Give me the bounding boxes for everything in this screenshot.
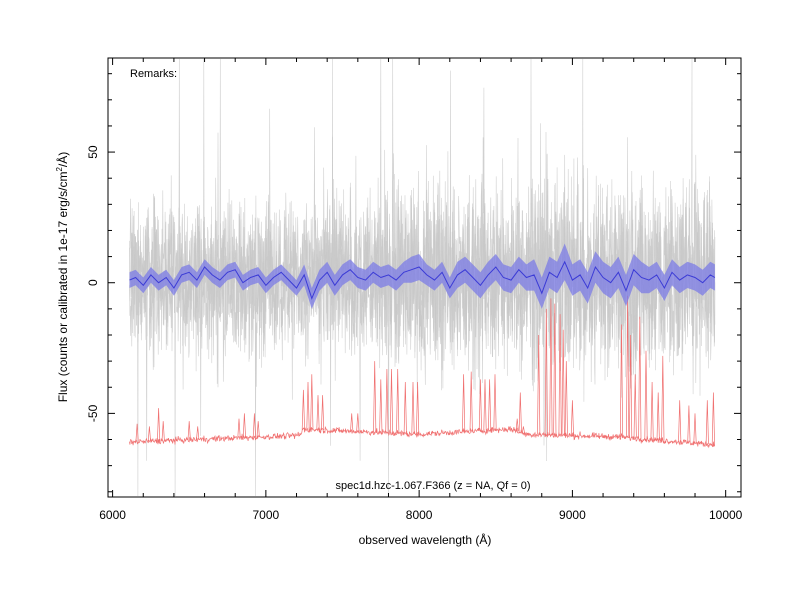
sky-emission-line bbox=[705, 400, 709, 445]
sky-emission-line bbox=[478, 379, 482, 431]
sky-emission-line bbox=[161, 421, 165, 441]
sky-emission-line bbox=[644, 350, 648, 440]
sky-emission-line bbox=[564, 361, 568, 436]
sky-emission-line bbox=[196, 426, 200, 440]
sky-emission-line bbox=[693, 413, 697, 444]
y-axis-label-main: Flux (counts or calibrated in 1e-17 erg/… bbox=[56, 172, 70, 403]
y-tick-label: 0 bbox=[86, 279, 100, 286]
x-axis-label: observed wavelength (Å) bbox=[359, 532, 492, 547]
sky-emission-line bbox=[310, 374, 314, 430]
smoothed-flux-series bbox=[129, 243, 716, 309]
sky-emission-line bbox=[403, 381, 407, 434]
sky-emission-line bbox=[638, 316, 642, 439]
sky-emission-line bbox=[316, 395, 320, 430]
sky-emission-line bbox=[678, 400, 682, 442]
sky-emission-line bbox=[157, 408, 161, 442]
sky-emission-line bbox=[544, 308, 548, 435]
smoothed-flux-error-band bbox=[129, 243, 715, 309]
sky-emission-line bbox=[518, 392, 522, 433]
chart-title: spec1d.hzc-1.067.F366 (z = NA, Qf = 0) bbox=[335, 480, 530, 492]
sky-emission-line bbox=[561, 329, 565, 436]
x-tick-label: 9000 bbox=[559, 508, 586, 522]
x-tick-label: 6000 bbox=[99, 508, 126, 522]
sky-emission-line bbox=[493, 374, 497, 431]
sky-emission-line bbox=[396, 368, 400, 434]
sky-emission-line bbox=[553, 303, 557, 436]
sky-emission-line bbox=[416, 381, 420, 435]
plot-frame bbox=[107, 57, 742, 498]
sky-emission-line bbox=[549, 298, 553, 436]
sky-emission-line bbox=[656, 392, 660, 441]
tick-labels: 6000 7000 8000 9000 10000 -50 0 50 bbox=[86, 145, 743, 522]
sky-emission-line bbox=[379, 379, 383, 433]
sky-emission-line bbox=[389, 368, 394, 434]
sky-emission-line bbox=[462, 374, 466, 432]
sky-emission-line bbox=[306, 381, 310, 430]
y-axis-label-end: /Å) bbox=[55, 152, 70, 167]
remarks-label: Remarks: bbox=[130, 68, 177, 80]
sky-emission-line bbox=[661, 355, 665, 441]
sky-emission-line bbox=[570, 400, 574, 436]
sky-emission-line bbox=[633, 374, 637, 439]
sky-emission-line bbox=[135, 423, 139, 442]
y-axis-label-superscript: 2 bbox=[55, 167, 64, 172]
sky-emission-line bbox=[350, 413, 354, 432]
sky-emission-line bbox=[521, 426, 525, 434]
sky-emission-line bbox=[629, 334, 633, 438]
sky-emission-line bbox=[385, 368, 389, 433]
sky-emission-line bbox=[488, 379, 492, 431]
sky-emission-line bbox=[558, 314, 562, 436]
x-tick-label: 8000 bbox=[406, 508, 433, 522]
sky-emission-line bbox=[321, 395, 325, 431]
sky-emission-line bbox=[515, 418, 519, 432]
x-tick-label: 10000 bbox=[709, 508, 743, 522]
x-tick-label: 7000 bbox=[253, 508, 280, 522]
sky-emission-line bbox=[411, 381, 415, 435]
sky-emission-line bbox=[356, 413, 360, 432]
sky-emission-line bbox=[301, 389, 305, 430]
sky-emission-line bbox=[469, 371, 473, 432]
sky-emission-line bbox=[237, 418, 241, 438]
sky-emission-line bbox=[687, 405, 691, 443]
sky-emission-line bbox=[252, 413, 256, 438]
sky-emission-line bbox=[373, 361, 377, 433]
sky-emission-line bbox=[187, 421, 191, 440]
smoothed-flux-line bbox=[129, 260, 716, 300]
y-axis-label: Flux (counts or calibrated in 1e-17 erg/… bbox=[55, 152, 70, 403]
y-tick-label: -50 bbox=[86, 404, 100, 422]
sky-emission-line bbox=[483, 379, 487, 431]
sky-emission-line bbox=[537, 334, 541, 435]
sky-emission-line bbox=[650, 381, 654, 440]
sky-emission-line bbox=[242, 413, 246, 438]
sky-emission-line bbox=[619, 324, 624, 438]
y-tick-label: 50 bbox=[86, 145, 100, 159]
sky-emission-line bbox=[147, 426, 151, 442]
sky-emission-line bbox=[256, 421, 260, 438]
sky-spectrum-baseline bbox=[129, 425, 716, 449]
sky-emission-line bbox=[711, 392, 715, 445]
axis-ticks bbox=[108, 58, 741, 497]
